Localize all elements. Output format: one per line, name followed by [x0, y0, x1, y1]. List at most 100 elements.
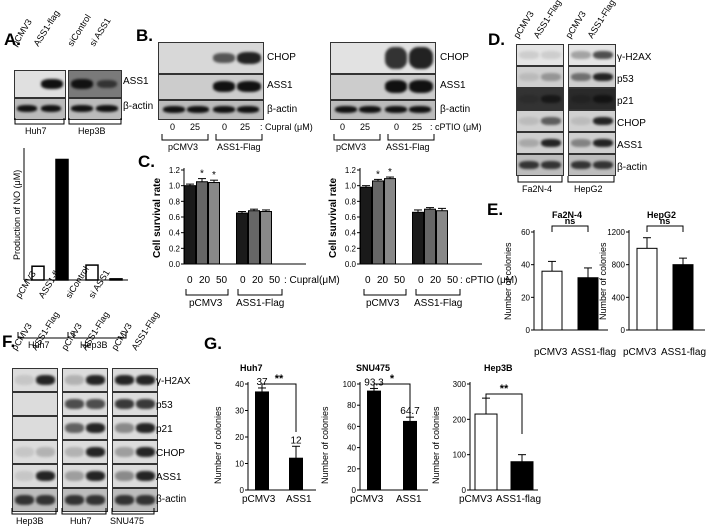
blot-band	[593, 139, 613, 147]
dose-label: 0	[394, 122, 400, 132]
category-label: pCMV3	[350, 494, 384, 505]
y-tick-label: 1.0	[169, 182, 181, 191]
blot-row-label: γ-H2AX	[156, 376, 191, 387]
lane-label: pCMV3	[563, 9, 588, 41]
western-blot	[112, 488, 158, 512]
significance-bracket	[373, 383, 411, 426]
dose-label: 25	[360, 122, 371, 132]
blot-row-label: p53	[156, 400, 173, 411]
blot-band	[136, 423, 155, 433]
western-blot	[516, 44, 564, 66]
dose-label: 0	[187, 275, 193, 286]
bar	[236, 212, 248, 265]
dose-label: 20	[252, 275, 264, 286]
bar	[109, 278, 123, 281]
bar	[372, 180, 384, 265]
blot-band	[86, 447, 105, 457]
western-blot	[12, 440, 58, 464]
cell-line-label: Fa2N-4	[522, 184, 553, 194]
panel-a-letter: A.	[4, 30, 21, 49]
y-tick-label: 20	[235, 433, 244, 442]
y-tick-label: 40	[521, 261, 530, 270]
western-blot	[12, 464, 58, 488]
blot-band	[36, 495, 55, 505]
significance-label: *	[390, 373, 395, 385]
y-tick-label: 0	[621, 326, 626, 335]
y-tick-label: 1200	[607, 228, 625, 237]
western-blot	[12, 368, 58, 392]
bar	[196, 181, 208, 265]
blot-row-label: ASS1	[123, 76, 149, 87]
western-blot	[516, 88, 564, 110]
significance-label: ns	[565, 218, 576, 226]
cell-bracket	[14, 118, 122, 125]
y-tick-label: 0.4	[169, 229, 181, 238]
y-axis-label: Number of colonies	[320, 406, 330, 484]
blot-band	[86, 471, 105, 481]
blot-band	[15, 471, 34, 481]
y-tick-label: 400	[612, 293, 626, 302]
bar	[424, 208, 436, 265]
data-label: 12	[290, 435, 302, 446]
y-tick-label: 0.2	[345, 244, 357, 253]
blot-band	[571, 51, 591, 59]
category-label: pCMV3	[242, 494, 276, 505]
bar	[636, 247, 658, 331]
dose-label: 0	[365, 275, 371, 286]
y-tick-label: 0.8	[345, 197, 357, 206]
blot-band	[65, 495, 84, 505]
blot-row-label: β-actin	[440, 104, 471, 115]
treatment-label: : cPTIO (μM)	[460, 275, 518, 286]
category-label: pCMV3	[534, 347, 568, 358]
dose-label: 50	[447, 275, 459, 286]
western-blot	[568, 110, 616, 132]
category-label: ASS1-flag	[661, 347, 707, 358]
y-tick-label: 60	[521, 228, 530, 237]
western-blot	[158, 74, 264, 100]
group-label: pCMV3	[366, 298, 400, 309]
dose-label: 20	[430, 275, 442, 286]
cell-bracket	[17, 332, 127, 339]
chart-title: HepG2	[647, 210, 677, 220]
y-tick-label: 20	[521, 293, 530, 302]
significance-star: *	[388, 167, 392, 178]
y-tick-label: 0.0	[345, 260, 357, 269]
western-blot	[112, 392, 158, 416]
cell-bracket	[517, 176, 615, 183]
blot-band	[115, 375, 134, 385]
western-blot	[330, 100, 436, 120]
blot-band	[541, 51, 561, 59]
group-label: ASS1-Flag	[414, 298, 463, 309]
y-tick-label: 300	[453, 380, 467, 389]
blot-row-label: ASS1	[440, 80, 466, 91]
western-blot	[516, 132, 564, 154]
y-tick-label: 100	[343, 380, 357, 389]
blot-band	[541, 117, 561, 125]
y-tick-label: 0.4	[345, 229, 357, 238]
blot-row-label: p21	[156, 424, 173, 435]
chart-title: SNU475	[356, 363, 391, 373]
western-blot	[62, 392, 108, 416]
western-blot	[568, 66, 616, 88]
category-label: ASS1	[286, 494, 312, 505]
bar	[85, 264, 99, 281]
blot-band	[15, 375, 34, 385]
western-blot	[12, 416, 58, 440]
significance-bracket	[485, 393, 523, 434]
y-tick-label: 40	[235, 380, 244, 389]
survival-chart-cptio: 0.0 0.2 0.4 0.6 0.8 1.0 1.2 * *	[345, 166, 482, 269]
lane-label: ASS1-Flag	[585, 0, 618, 40]
cell-bracket	[11, 508, 155, 515]
blot-row-label: CHOP	[440, 52, 469, 63]
blot-band	[571, 73, 591, 81]
blot-band	[541, 139, 561, 147]
dose-label: 20	[199, 275, 211, 286]
y-tick-label: 0.8	[169, 197, 181, 206]
group-label: ASS1-Flag	[236, 298, 285, 309]
western-blot	[62, 488, 108, 512]
dose-label: 0	[340, 122, 346, 132]
blot-band	[115, 423, 134, 433]
chart-title: Fa2N-4	[552, 210, 583, 220]
bar	[436, 210, 448, 265]
